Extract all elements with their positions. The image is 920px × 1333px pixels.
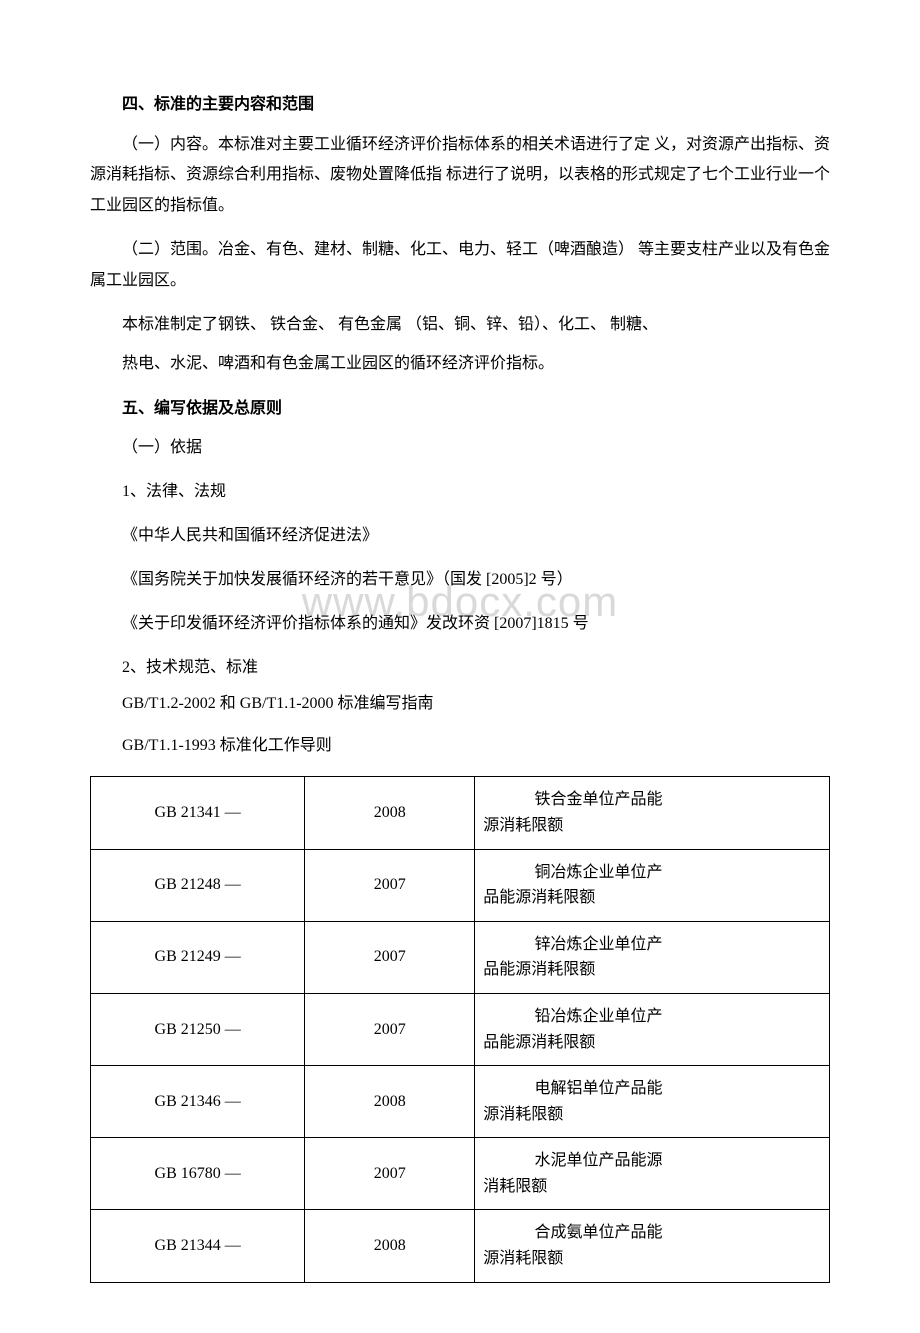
law-header: 1、法律、法规 [90,478,830,506]
desc-text-line1: 水泥单位产品能源 [483,1148,821,1174]
table-cell-desc: 合成氨单位产品能 源消耗限额 [475,1210,830,1282]
desc-text-line1: 锌冶炼企业单位产 [483,932,821,958]
desc-text-line2: 品能源消耗限额 [483,957,821,983]
desc-text-line2: 品能源消耗限额 [483,885,821,911]
section-5-heading: 五、编写依据及总原则 [90,394,830,418]
table-cell-code: GB 21341 — [91,777,305,849]
table-cell-code: GB 16780 — [91,1138,305,1210]
section-4-heading: 四、标准的主要内容和范围 [90,90,830,114]
desc-text-line1: 铅冶炼企业单位产 [483,1004,821,1030]
table-row: GB 21250 — 2007 铅冶炼企业单位产 品能源消耗限额 [91,993,830,1065]
table-cell-year: 2007 [305,993,475,1065]
section-4-p2: （二）范围。冶金、有色、建材、制糖、化工、电力、轻工（啤酒酿造） 等主要支柱产业… [90,235,830,296]
table-row: GB 21344 — 2008 合成氨单位产品能 源消耗限额 [91,1210,830,1282]
table-cell-code: GB 21250 — [91,993,305,1065]
tech-item-2: GB/T1.1-1993 标准化工作导则 [90,732,830,760]
desc-text-line2: 品能源消耗限额 [483,1030,821,1056]
desc-text-line1: 铜冶炼企业单位产 [483,860,821,886]
tech-item-1: GB/T1.2-2002 和 GB/T1.1-2000 标准编写指南 [90,690,830,718]
table-cell-year: 2008 [305,1066,475,1138]
table-cell-desc: 锌冶炼企业单位产 品能源消耗限额 [475,921,830,993]
desc-text-line2: 消耗限额 [483,1174,821,1200]
table-row: GB 16780 — 2007 水泥单位产品能源 消耗限额 [91,1138,830,1210]
section-4-p1: （一）内容。本标准对主要工业循环经济评价指标体系的相关术语进行了定 义，对资源产… [90,130,830,221]
tech-header: 2、技术规范、标准 [90,654,830,682]
table-cell-code: GB 21248 — [91,849,305,921]
section-5-sub1: （一）依据 [90,434,830,462]
table-cell-year: 2008 [305,777,475,849]
table-cell-year: 2007 [305,1138,475,1210]
law-item-1: 《中华人民共和国循环经济促进法》 [90,522,830,550]
desc-text-line1: 合成氨单位产品能 [483,1220,821,1246]
desc-text-line1: 铁合金单位产品能 [483,787,821,813]
table-cell-desc: 铁合金单位产品能 源消耗限额 [475,777,830,849]
table-cell-desc: 电解铝单位产品能 源消耗限额 [475,1066,830,1138]
table-cell-year: 2007 [305,921,475,993]
table-cell-code: GB 21346 — [91,1066,305,1138]
table-cell-desc: 铅冶炼企业单位产 品能源消耗限额 [475,993,830,1065]
table-cell-code: GB 21249 — [91,921,305,993]
table-cell-year: 2008 [305,1210,475,1282]
section-4-p3: 本标准制定了钢铁、 铁合金、 有色金属 （铝、铜、锌、铅）、化工、 制糖、 [90,310,830,340]
table-row: GB 21341 — 2008 铁合金单位产品能 源消耗限额 [91,777,830,849]
table-cell-desc: 水泥单位产品能源 消耗限额 [475,1138,830,1210]
standards-table: GB 21341 — 2008 铁合金单位产品能 源消耗限额 GB 21248 … [90,776,830,1282]
document-content: 四、标准的主要内容和范围 （一）内容。本标准对主要工业循环经济评价指标体系的相关… [90,90,830,1283]
desc-text-line2: 源消耗限额 [483,1102,821,1128]
desc-text-line2: 源消耗限额 [483,813,821,839]
table-row: GB 21346 — 2008 电解铝单位产品能 源消耗限额 [91,1066,830,1138]
section-4-p4: 热电、水泥、啤酒和有色金属工业园区的循环经济评价指标。 [90,350,830,378]
table-cell-desc: 铜冶炼企业单位产 品能源消耗限额 [475,849,830,921]
law-item-3: 《关于印发循环经济评价指标体系的通知》发改环资 [2007]1815 号 [90,610,830,638]
table-cell-year: 2007 [305,849,475,921]
table-cell-code: GB 21344 — [91,1210,305,1282]
table-row: GB 21248 — 2007 铜冶炼企业单位产 品能源消耗限额 [91,849,830,921]
desc-text-line1: 电解铝单位产品能 [483,1076,821,1102]
table-row: GB 21249 — 2007 锌冶炼企业单位产 品能源消耗限额 [91,921,830,993]
law-item-2: 《国务院关于加快发展循环经济的若干意见》（国发 [2005]2 号） [90,566,830,594]
desc-text-line2: 源消耗限额 [483,1246,821,1272]
